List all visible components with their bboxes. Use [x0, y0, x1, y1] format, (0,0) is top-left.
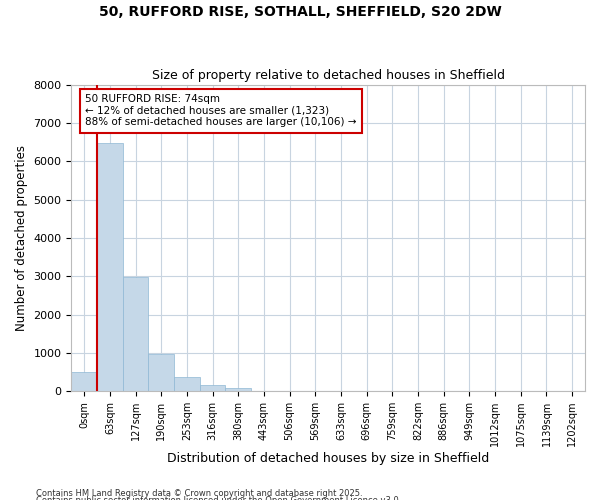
- Y-axis label: Number of detached properties: Number of detached properties: [15, 145, 28, 331]
- Text: Contains public sector information licensed under the Open Government Licence v3: Contains public sector information licen…: [36, 496, 401, 500]
- Bar: [226, 388, 251, 391]
- X-axis label: Distribution of detached houses by size in Sheffield: Distribution of detached houses by size …: [167, 452, 490, 465]
- Text: 50, RUFFORD RISE, SOTHALL, SHEFFIELD, S20 2DW: 50, RUFFORD RISE, SOTHALL, SHEFFIELD, S2…: [98, 5, 502, 19]
- Bar: [200, 384, 226, 391]
- Bar: [123, 277, 148, 391]
- Bar: [71, 372, 97, 391]
- Bar: [97, 143, 123, 391]
- Text: 50 RUFFORD RISE: 74sqm
← 12% of detached houses are smaller (1,323)
88% of semi-: 50 RUFFORD RISE: 74sqm ← 12% of detached…: [85, 94, 357, 128]
- Title: Size of property relative to detached houses in Sheffield: Size of property relative to detached ho…: [152, 69, 505, 82]
- Text: Contains HM Land Registry data © Crown copyright and database right 2025.: Contains HM Land Registry data © Crown c…: [36, 488, 362, 498]
- Bar: [148, 354, 174, 391]
- Bar: [174, 377, 200, 391]
